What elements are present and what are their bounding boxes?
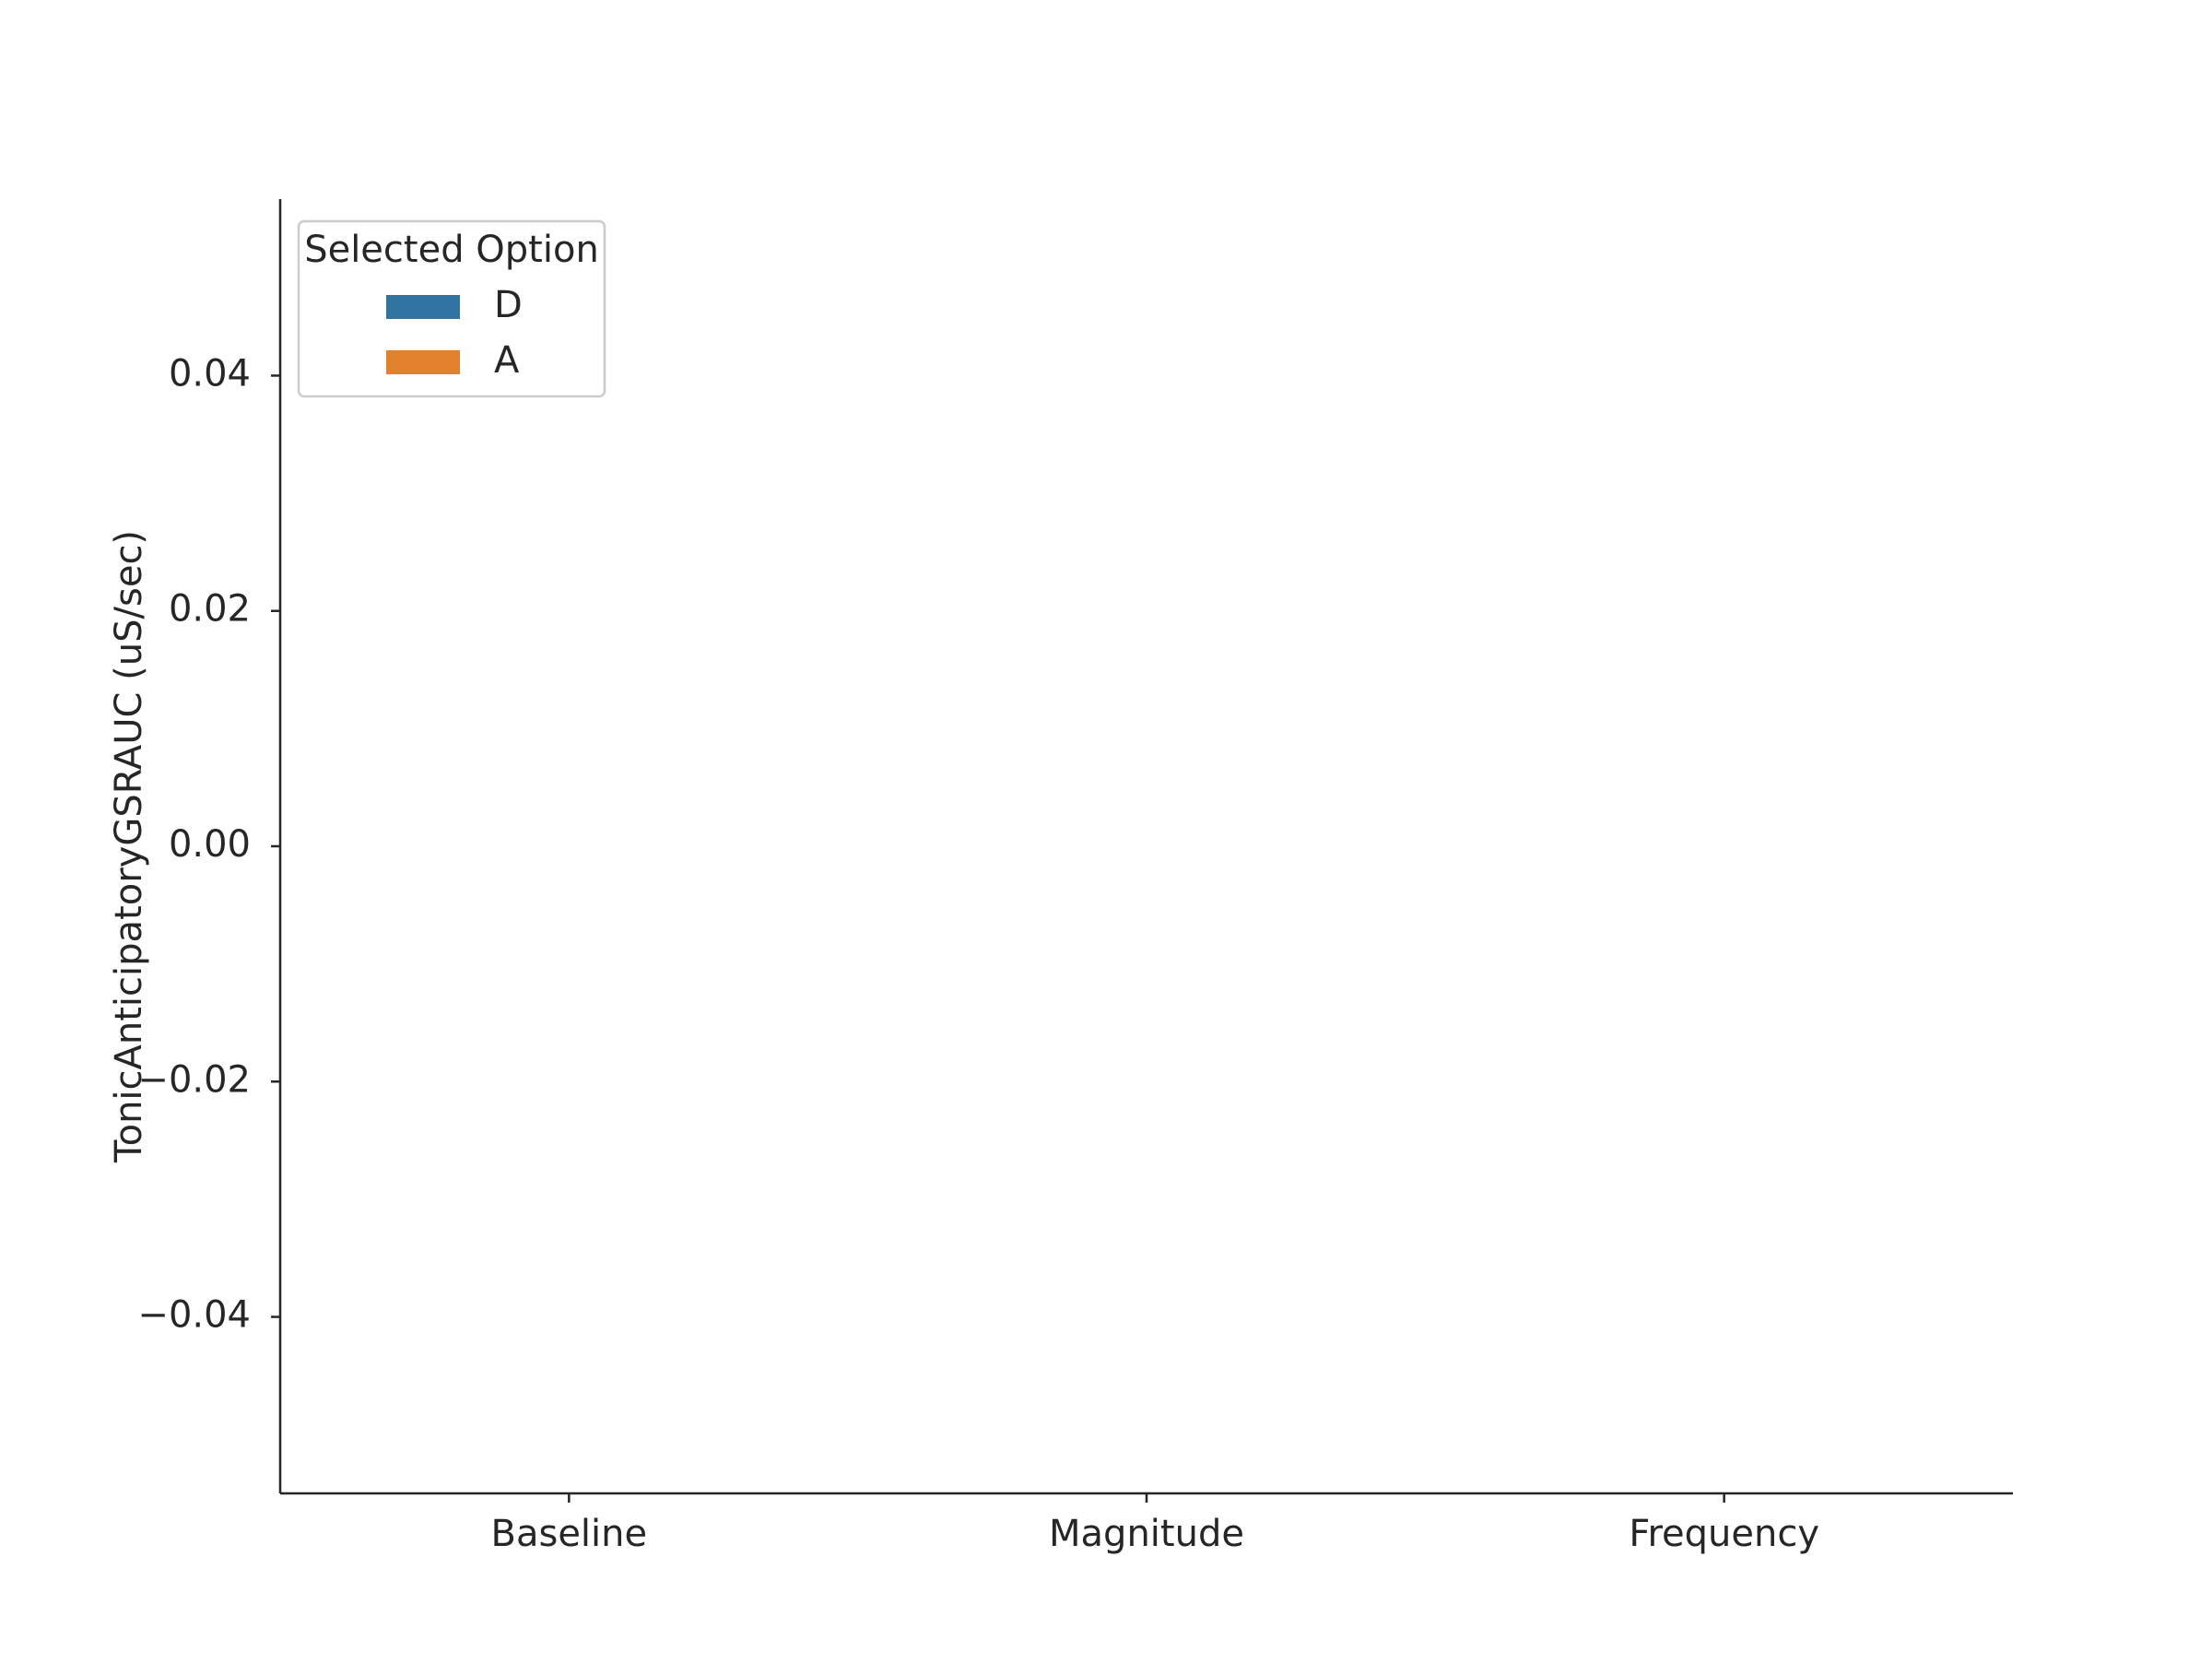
y-axis-label: TonicAnticipatoryGSRAUC (uS/sec) <box>108 530 150 1163</box>
legend-swatch <box>386 350 460 374</box>
x-tick-label: Frequency <box>1629 1513 1819 1555</box>
y-tick-label: 0.02 <box>169 588 251 631</box>
y-tick-label: 0.04 <box>169 352 251 395</box>
y-tick-label: 0.00 <box>169 823 251 866</box>
legend: Selected Option DA <box>297 219 606 398</box>
x-tick-label: Magnitude <box>1049 1513 1244 1555</box>
y-tick-label: −0.04 <box>137 1294 251 1337</box>
legend-title: Selected Option <box>304 229 599 271</box>
x-tick-label: Baseline <box>491 1513 648 1555</box>
legend-entries: DA <box>386 284 523 382</box>
legend-label: D <box>494 284 523 326</box>
legend-swatch <box>386 295 460 319</box>
x-axis-ticks: Baseline Magnitude Frequency <box>491 1493 1819 1555</box>
legend-label: A <box>494 339 520 382</box>
y-axis-ticks: −0.04 −0.02 0.00 0.02 0.04 <box>137 352 280 1337</box>
y-tick-label: −0.02 <box>137 1058 251 1101</box>
